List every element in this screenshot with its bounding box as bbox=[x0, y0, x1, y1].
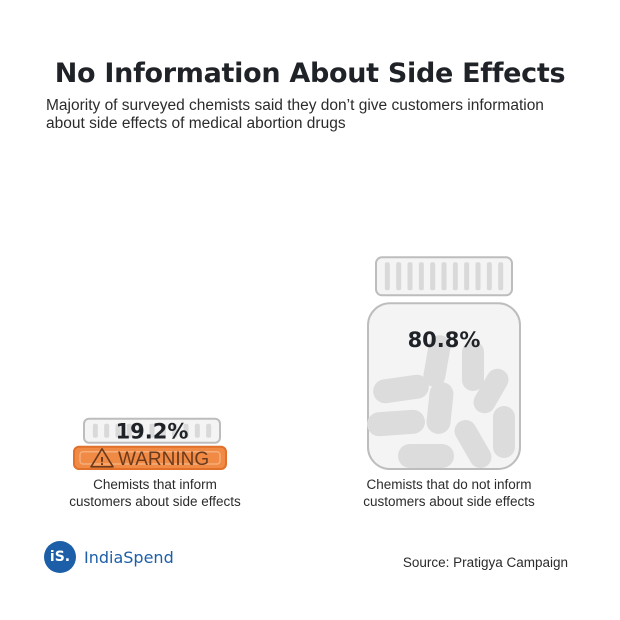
pill bbox=[373, 374, 429, 404]
cap-rib bbox=[464, 262, 470, 291]
chart-subtitle: Majority of surveyed chemists said they … bbox=[46, 97, 544, 132]
pill bbox=[423, 335, 451, 387]
cap-rib bbox=[206, 423, 212, 438]
caption-line: Chemists that inform bbox=[93, 477, 217, 492]
cap-rib bbox=[160, 423, 166, 438]
warning-triangle-icon bbox=[90, 448, 114, 468]
cap-rib bbox=[126, 423, 132, 438]
cap-rib bbox=[486, 262, 492, 291]
bottle-bar-not-inform bbox=[367, 256, 521, 470]
cap-rib bbox=[384, 262, 390, 291]
cap-rib bbox=[115, 423, 121, 438]
cap-rib bbox=[407, 262, 413, 291]
cap-rib bbox=[475, 262, 481, 291]
value-label-not-inform: 80.8% bbox=[408, 328, 481, 352]
pill bbox=[454, 420, 492, 468]
cap-rib bbox=[452, 262, 458, 291]
pill bbox=[462, 341, 484, 391]
cap-rib bbox=[104, 423, 110, 438]
indiaspend-logo: iS. IndiaSpend bbox=[44, 541, 174, 573]
cap-rib bbox=[194, 423, 200, 438]
chart-title: No Information About Side Effects bbox=[54, 58, 566, 89]
pill bbox=[426, 382, 454, 434]
cap-rib bbox=[430, 262, 436, 291]
cap-rib bbox=[418, 262, 424, 291]
source-note: Source: Pratigya Campaign bbox=[402, 555, 568, 570]
caption-line: Chemists that do not inform bbox=[366, 477, 532, 492]
pill bbox=[473, 368, 509, 414]
cap-rib bbox=[441, 262, 447, 291]
logo-mark: iS. bbox=[44, 541, 76, 573]
cap-rib bbox=[138, 423, 144, 438]
cap-rib bbox=[498, 262, 504, 291]
caption-line: customers about side effects bbox=[69, 494, 241, 509]
logo-name: IndiaSpend bbox=[84, 547, 174, 567]
cap-rib bbox=[183, 423, 189, 438]
bottle-bar-inform: ! WARNING bbox=[73, 417, 227, 471]
category-caption-not-inform: Chemists that do not inform customers ab… bbox=[329, 476, 569, 510]
cap-rib bbox=[396, 262, 402, 291]
warning-text: WARNING bbox=[118, 449, 209, 470]
value-label-inform: 19.2% bbox=[116, 420, 189, 444]
cap-rib bbox=[172, 423, 178, 438]
warning-band-inner bbox=[79, 450, 221, 465]
caption-line: customers about side effects bbox=[363, 494, 535, 509]
category-caption-inform: Chemists that inform customers about sid… bbox=[35, 476, 275, 510]
cap-rib bbox=[149, 423, 155, 438]
pill bbox=[367, 409, 425, 437]
pill bbox=[398, 444, 454, 468]
warning-exclamation: ! bbox=[99, 455, 104, 468]
cap-rib bbox=[92, 423, 98, 438]
pill bbox=[493, 406, 515, 458]
